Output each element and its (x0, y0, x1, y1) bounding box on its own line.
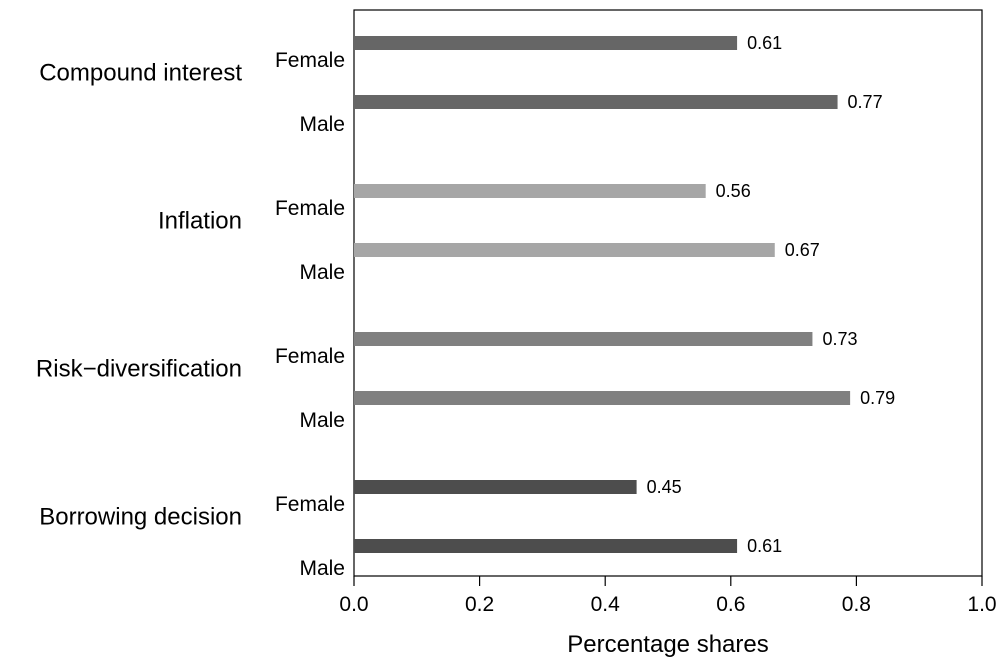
category-label-risk-diversification: Risk−diversification (36, 356, 242, 383)
value-label-risk-diversification-female: 0.73 (822, 329, 857, 349)
value-label-borrowing-decision-female: 0.45 (647, 477, 682, 497)
group-label-inflation-female: Female (275, 197, 345, 220)
category-label-borrowing-decision: Borrowing decision (39, 504, 242, 531)
x-tick-label: 0.2 (465, 593, 494, 616)
value-labels-layer: 0.61 0.77 0.56 0.67 0.73 0.79 0.45 0.61 (647, 33, 896, 556)
plot-frame (353, 9, 983, 577)
value-label-inflation-male: 0.67 (785, 240, 820, 260)
group-label-borrowing-decision-female: Female (275, 493, 345, 516)
group-label-risk-diversification-female: Female (275, 345, 345, 368)
value-label-risk-diversification-male: 0.79 (860, 388, 895, 408)
bars-layer (354, 36, 851, 553)
bar-risk-diversification-female (354, 332, 813, 346)
category-labels-layer: Compound interest Inflation Risk−diversifi… (36, 60, 242, 531)
value-label-borrowing-decision-male: 0.61 (747, 536, 782, 556)
bar-borrowing-decision-male (354, 539, 738, 553)
x-tick-label: 0.6 (716, 593, 745, 616)
x-tick-label: 0.0 (339, 593, 368, 616)
bar-borrowing-decision-female (354, 480, 637, 494)
group-labels-layer: Female Male Female Male Female Male Female Male (275, 49, 345, 580)
bar-compound-interest-male (354, 95, 838, 109)
bar-compound-interest-female (354, 36, 738, 50)
group-label-borrowing-decision-male: Male (299, 557, 345, 580)
bar-risk-diversification-male (354, 391, 851, 405)
x-tick-label: 0.4 (591, 593, 621, 616)
x-axis-title: Percentage shares (567, 631, 768, 658)
category-label-compound-interest: Compound interest (39, 60, 242, 87)
category-label-inflation: Inflation (158, 208, 242, 235)
x-tick-label: 1.0 (967, 593, 996, 616)
bar-inflation-female (354, 184, 706, 198)
group-label-compound-interest-male: Male (299, 113, 345, 136)
value-label-inflation-female: 0.56 (716, 181, 751, 201)
value-label-compound-interest-male: 0.77 (848, 92, 883, 112)
group-label-risk-diversification-male: Male (299, 409, 345, 432)
value-label-compound-interest-female: 0.61 (747, 33, 782, 53)
bar-inflation-male (354, 243, 775, 257)
group-label-inflation-male: Male (299, 261, 345, 284)
group-label-compound-interest-female: Female (275, 49, 345, 72)
x-tick-label: 0.8 (842, 593, 871, 616)
x-axis: 0.0 0.2 0.4 0.6 0.8 1.0 (339, 576, 997, 616)
